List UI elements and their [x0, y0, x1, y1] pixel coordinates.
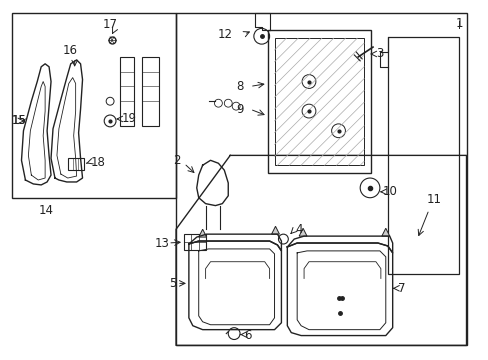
Text: 18: 18: [90, 156, 105, 169]
Polygon shape: [381, 228, 389, 236]
Bar: [142, 57, 159, 126]
Text: 12: 12: [217, 28, 232, 41]
Text: 14: 14: [38, 204, 53, 217]
Bar: [120, 57, 133, 126]
Bar: [176, 13, 466, 345]
Text: 13: 13: [154, 237, 169, 249]
Text: 2: 2: [173, 154, 181, 167]
Text: 8: 8: [236, 80, 244, 93]
Text: 7: 7: [397, 282, 404, 295]
Text: 10: 10: [382, 185, 397, 198]
Bar: [274, 38, 364, 165]
Bar: [387, 37, 458, 274]
Text: 11: 11: [426, 193, 441, 206]
Text: 1: 1: [455, 17, 463, 30]
Polygon shape: [299, 228, 306, 236]
Text: 3: 3: [375, 48, 383, 60]
Text: 19: 19: [122, 112, 137, 125]
Bar: [183, 234, 205, 250]
Bar: [68, 158, 83, 170]
Text: 16: 16: [63, 44, 78, 57]
Text: 15: 15: [12, 114, 26, 127]
Text: 5: 5: [168, 277, 176, 290]
Bar: [12, 13, 176, 198]
Text: 9: 9: [236, 103, 244, 116]
Polygon shape: [271, 226, 279, 234]
Polygon shape: [198, 229, 206, 237]
Text: 17: 17: [102, 18, 118, 31]
Bar: [267, 30, 370, 173]
Text: 15: 15: [12, 114, 26, 127]
Text: 6: 6: [244, 329, 251, 342]
Text: 4: 4: [295, 223, 302, 236]
